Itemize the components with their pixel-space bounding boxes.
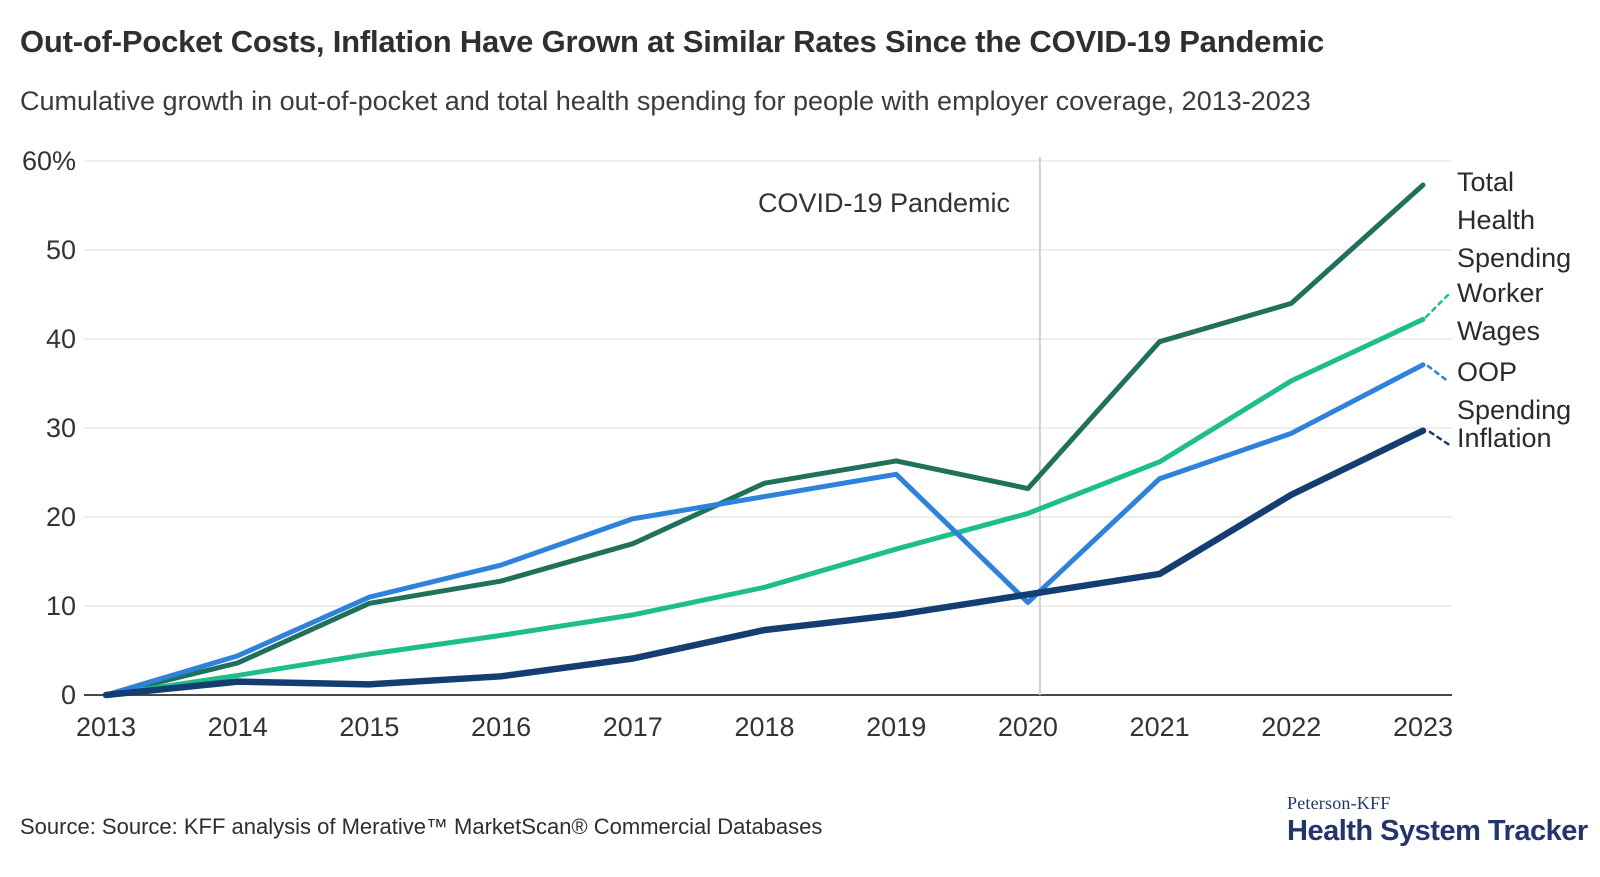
y-axis-tick-label: 20 bbox=[46, 502, 76, 532]
x-axis-tick-label: 2022 bbox=[1261, 712, 1321, 742]
series-line-worker-wages bbox=[103, 316, 1426, 698]
brand-logo: Peterson-KFF Health System Tracker bbox=[1287, 793, 1588, 848]
series-line-inflation bbox=[102, 427, 1427, 699]
x-axis-tick-label: 2014 bbox=[208, 712, 268, 742]
series-label-total-health-spending: Spending bbox=[1457, 243, 1571, 273]
series-line-oop-spending bbox=[103, 362, 1426, 698]
series-label-total-health-spending: Health bbox=[1457, 205, 1535, 235]
series-label-worker-wages: Wages bbox=[1457, 316, 1540, 346]
leader-line-worker-wages bbox=[1424, 293, 1450, 319]
series-label-worker-wages: Worker bbox=[1457, 278, 1544, 308]
chart-subtitle: Cumulative growth in out-of-pocket and t… bbox=[20, 86, 1311, 116]
y-axis-tick-label: 50 bbox=[46, 235, 76, 265]
x-axis-tick-label: 2017 bbox=[603, 712, 663, 742]
source-note: Source: Source: KFF analysis of Merative… bbox=[20, 814, 823, 839]
brand-name-top: Peterson-KFF bbox=[1287, 793, 1391, 813]
pandemic-annotation-label: COVID-19 Pandemic bbox=[758, 188, 1010, 218]
series-label-oop-spending: OOP bbox=[1457, 357, 1517, 387]
x-axis-tick-label: 2013 bbox=[76, 712, 136, 742]
y-axis-tick-label: 60% bbox=[22, 146, 76, 176]
x-axis-tick-label: 2020 bbox=[998, 712, 1058, 742]
y-axis-tick-label: 40 bbox=[46, 324, 76, 354]
x-axis-tick-label: 2023 bbox=[1393, 712, 1453, 742]
brand-name-bottom: Health System Tracker bbox=[1287, 815, 1588, 847]
chart-title: Out-of-Pocket Costs, Inflation Have Grow… bbox=[20, 24, 1325, 59]
x-axis-tick-label: 2016 bbox=[471, 712, 531, 742]
x-axis-tick-label: 2015 bbox=[339, 712, 399, 742]
y-axis-tick-label: 30 bbox=[46, 413, 76, 443]
series-line-total-health-spending bbox=[103, 182, 1426, 698]
series-label-total-health-spending: Total bbox=[1457, 167, 1514, 197]
series-label-oop-spending: Spending bbox=[1457, 395, 1571, 425]
leader-line-inflation bbox=[1428, 430, 1453, 448]
y-axis-tick-label: 0 bbox=[61, 680, 76, 710]
x-axis-tick-label: 2021 bbox=[1130, 712, 1190, 742]
x-axis-tick-label: 2018 bbox=[734, 712, 794, 742]
x-axis-tick-label: 2019 bbox=[866, 712, 926, 742]
leader-line-oop-spending bbox=[1426, 364, 1451, 384]
series-label-inflation: Inflation bbox=[1457, 423, 1552, 453]
y-axis-tick-label: 10 bbox=[46, 591, 76, 621]
